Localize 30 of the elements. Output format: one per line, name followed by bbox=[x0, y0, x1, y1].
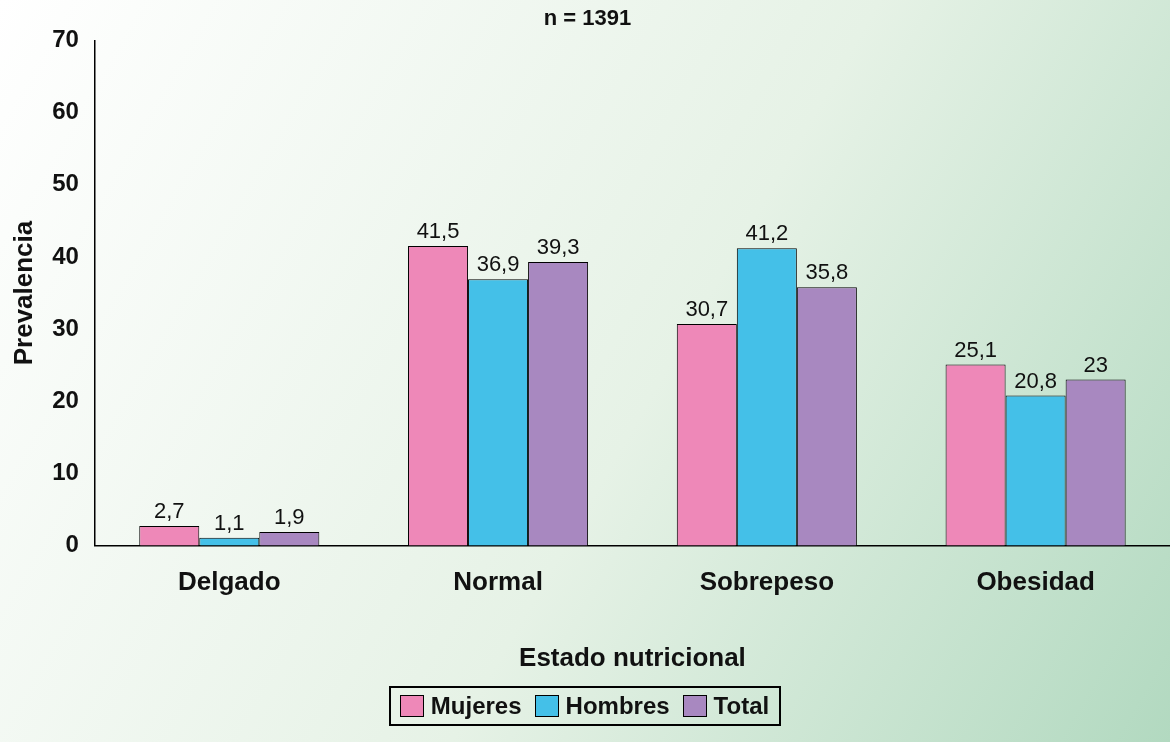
chart-title: n = 1391 bbox=[543, 5, 632, 31]
data-label: 30,7 bbox=[685, 296, 729, 322]
legend-label: Hombres bbox=[565, 692, 670, 720]
y-tick-label: 60 bbox=[52, 97, 79, 125]
data-label: 25,1 bbox=[954, 336, 997, 362]
y-tick-label: 70 bbox=[52, 25, 79, 53]
data-label: 41,5 bbox=[416, 218, 460, 244]
x-tick-label: Normal bbox=[453, 566, 543, 597]
data-label: 36,9 bbox=[476, 251, 520, 277]
y-axis-title: Prevalencia bbox=[7, 220, 38, 366]
data-label: 2,7 bbox=[153, 498, 185, 524]
x-axis-title: Estado nutricional bbox=[519, 641, 746, 672]
y-tick-label: 0 bbox=[65, 530, 79, 558]
y-tick-label: 40 bbox=[52, 241, 79, 269]
data-label: 41,2 bbox=[745, 220, 789, 246]
legend-label: Mujeres bbox=[430, 692, 522, 720]
y-tick-label: 10 bbox=[52, 458, 79, 486]
y-tick-label: 30 bbox=[52, 313, 79, 341]
y-tick-label: 20 bbox=[52, 385, 79, 413]
y-tick-label: 50 bbox=[52, 169, 79, 197]
x-tick-label: Obesidad bbox=[976, 566, 1095, 597]
data-label: 20,8 bbox=[1014, 367, 1058, 393]
legend-label: Total bbox=[713, 692, 770, 720]
data-label: 39,3 bbox=[536, 234, 580, 260]
x-tick-label: Delgado bbox=[177, 566, 281, 597]
data-label: 23 bbox=[1083, 351, 1108, 377]
data-label: 1,9 bbox=[274, 503, 305, 529]
x-tick-label: Sobrepeso bbox=[699, 566, 835, 597]
data-label: 35,8 bbox=[805, 259, 849, 285]
data-label: 1,1 bbox=[213, 509, 245, 535]
